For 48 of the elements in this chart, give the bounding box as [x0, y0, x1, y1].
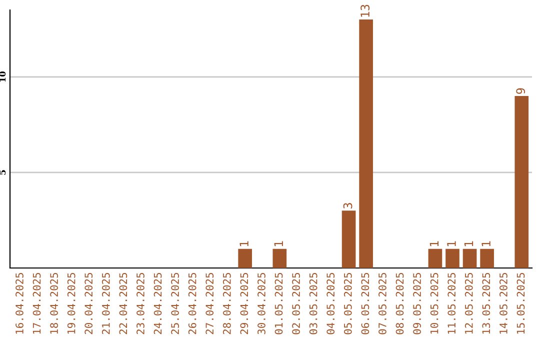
x-tick-label: 15.05.2025	[516, 273, 525, 334]
bar	[446, 248, 460, 268]
x-tick-label: 20.04.2025	[84, 273, 93, 334]
x-tick-label: 12.05.2025	[464, 273, 473, 334]
x-tick-label: 18.04.2025	[50, 273, 58, 334]
data-label: 1	[430, 241, 438, 246]
bar	[359, 20, 373, 268]
data-label: 1	[464, 241, 474, 246]
x-tick-label: 09.05.2025	[413, 273, 421, 334]
x-tick-label: 21.04.2025	[102, 273, 110, 334]
bar	[514, 96, 529, 268]
x-tick-label: 08.05.2025	[396, 273, 404, 334]
x-tick-label: 22.04.2025	[119, 273, 128, 334]
x-tick-label: 05.05.2025	[344, 273, 352, 334]
x-tick-label: 04.05.2025	[326, 273, 335, 334]
data-label: 3	[343, 203, 352, 208]
x-tick-label: 13.05.2025	[482, 273, 490, 334]
x-tick-label: 19.04.2025	[67, 273, 76, 334]
data-label: 1	[447, 241, 456, 246]
x-tick-label: 17.04.2025	[32, 273, 41, 334]
bar	[462, 248, 477, 268]
x-tick-label: 14.05.2025	[500, 273, 508, 334]
bar	[342, 210, 356, 268]
x-tick-label: 30.04.2025	[258, 273, 266, 334]
x-tick-label: 29.04.2025	[240, 273, 248, 334]
x-tick-label: 01.05.2025	[274, 273, 283, 334]
data-label: 9	[516, 88, 526, 94]
x-tick-label: 06.05.2025	[361, 273, 370, 334]
x-tick-label: 23.04.2025	[136, 273, 144, 334]
x-tick-label: 16.04.2025	[16, 273, 24, 334]
x-tick-label: 25.04.2025	[171, 273, 179, 334]
x-tick-label: 10.05.2025	[430, 273, 438, 334]
x-tick-label: 24.04.2025	[154, 273, 162, 334]
x-tick-label: 03.05.2025	[309, 273, 318, 334]
bar	[238, 248, 252, 268]
bar	[272, 248, 287, 268]
bar	[428, 248, 442, 268]
x-tick-label: 28.04.2025	[222, 273, 231, 334]
x-tick-label: 11.05.2025	[448, 273, 456, 334]
data-label: 1	[482, 241, 490, 246]
bar	[480, 248, 494, 268]
data-label: 1	[274, 241, 283, 246]
x-tick-label: 07.05.2025	[378, 273, 386, 334]
data-label: 1	[240, 241, 248, 246]
data-label: 13	[360, 4, 370, 17]
x-tick-label: 27.04.2025	[206, 273, 214, 334]
x-tick-label: 02.05.2025	[292, 273, 300, 334]
x-tick-label: 26.04.2025	[188, 273, 196, 334]
